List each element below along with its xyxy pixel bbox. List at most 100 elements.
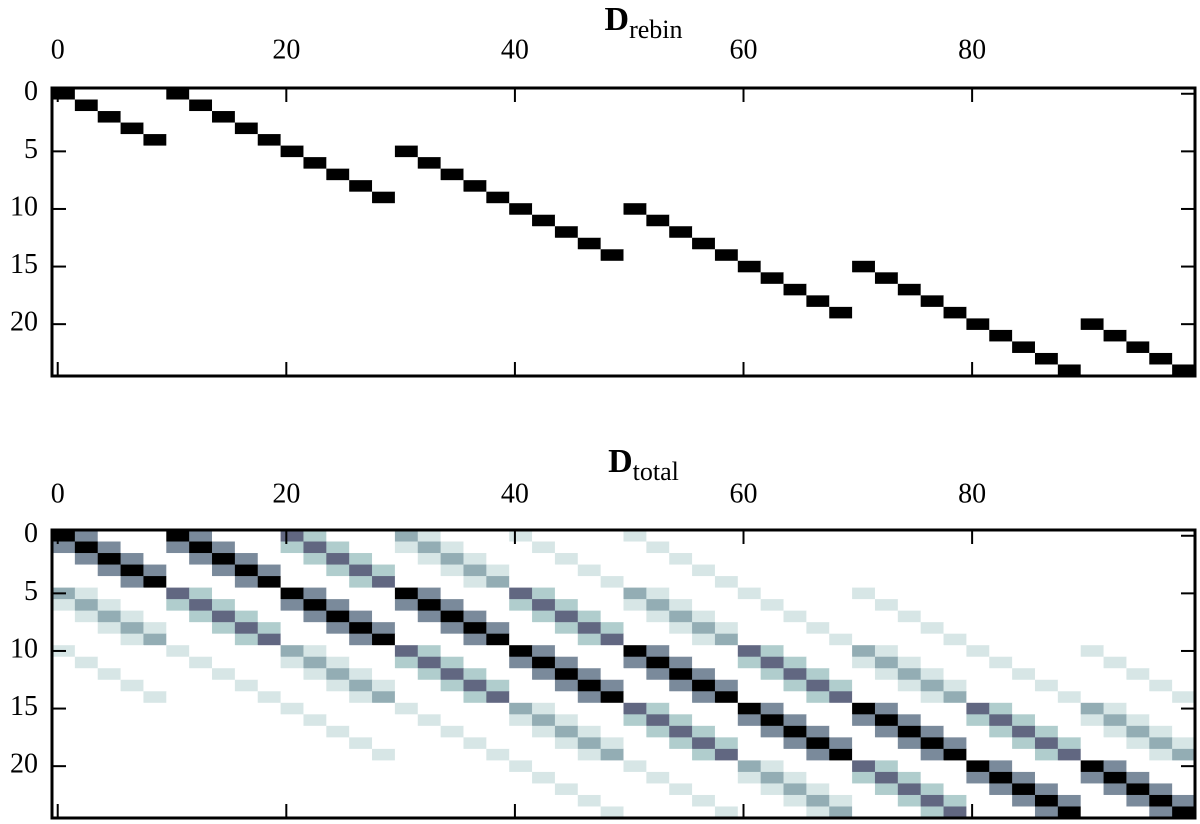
cell bbox=[943, 633, 967, 646]
cell bbox=[714, 318, 739, 331]
cell bbox=[669, 180, 693, 193]
cell bbox=[806, 794, 830, 807]
cell bbox=[737, 364, 762, 377]
cell bbox=[806, 122, 830, 135]
cell bbox=[966, 668, 990, 681]
cell bbox=[326, 191, 350, 204]
cell bbox=[417, 645, 442, 658]
cell bbox=[760, 203, 784, 216]
cell bbox=[737, 306, 762, 319]
cell bbox=[486, 691, 510, 704]
cell bbox=[417, 530, 442, 542]
cell bbox=[234, 111, 259, 123]
cell bbox=[623, 576, 647, 588]
cell bbox=[874, 329, 899, 342]
cell bbox=[577, 714, 602, 727]
cell bbox=[394, 656, 419, 669]
cell bbox=[143, 157, 167, 170]
cell bbox=[783, 725, 807, 738]
cell bbox=[577, 145, 602, 158]
cell bbox=[920, 633, 944, 646]
cell bbox=[989, 691, 1013, 704]
cell bbox=[897, 191, 922, 204]
cell bbox=[554, 748, 579, 761]
cell bbox=[623, 168, 647, 181]
cell bbox=[463, 530, 487, 542]
cell bbox=[120, 691, 144, 704]
cell bbox=[349, 111, 373, 123]
cell bbox=[966, 214, 990, 227]
cell bbox=[692, 237, 716, 250]
cell bbox=[1149, 145, 1173, 158]
cell bbox=[394, 226, 419, 239]
cell bbox=[486, 157, 510, 170]
cell bbox=[554, 260, 579, 273]
cell bbox=[714, 88, 739, 100]
cell bbox=[280, 341, 304, 354]
cell bbox=[623, 553, 647, 565]
cell bbox=[577, 610, 602, 623]
cell bbox=[234, 530, 259, 542]
cell bbox=[714, 760, 739, 773]
cell bbox=[783, 783, 807, 796]
cell bbox=[692, 564, 716, 577]
cell bbox=[212, 226, 236, 239]
cell bbox=[600, 714, 624, 727]
cell bbox=[463, 679, 487, 692]
cell bbox=[897, 691, 922, 704]
cell bbox=[74, 564, 99, 577]
cell bbox=[1080, 318, 1104, 331]
cell bbox=[303, 679, 327, 692]
cell bbox=[372, 794, 396, 807]
cell bbox=[417, 714, 442, 727]
cell bbox=[120, 587, 144, 600]
cell bbox=[303, 806, 327, 819]
cell bbox=[714, 145, 739, 158]
cell bbox=[257, 203, 281, 216]
cell bbox=[143, 599, 167, 612]
cell bbox=[600, 214, 624, 227]
cell bbox=[532, 283, 556, 296]
cell bbox=[212, 748, 236, 761]
cell bbox=[120, 249, 144, 262]
cell bbox=[623, 702, 647, 715]
cell bbox=[509, 668, 533, 681]
cell bbox=[1103, 610, 1127, 623]
cell bbox=[189, 645, 213, 658]
cell bbox=[783, 226, 807, 239]
cell bbox=[600, 725, 624, 738]
cell bbox=[166, 99, 190, 112]
cell bbox=[1012, 564, 1036, 577]
cell bbox=[897, 679, 922, 692]
cell bbox=[143, 748, 167, 761]
cell bbox=[829, 714, 853, 727]
cell bbox=[897, 111, 922, 123]
cell bbox=[554, 541, 579, 554]
cell bbox=[486, 145, 510, 158]
cell bbox=[394, 702, 419, 715]
cell bbox=[897, 364, 922, 377]
cell bbox=[737, 645, 762, 658]
cell bbox=[440, 564, 464, 577]
cell bbox=[1080, 226, 1104, 239]
cell bbox=[874, 249, 899, 262]
cell bbox=[806, 576, 830, 588]
cell bbox=[372, 725, 396, 738]
cell bbox=[852, 168, 876, 181]
cell bbox=[234, 622, 259, 635]
cell bbox=[829, 88, 853, 100]
cell bbox=[783, 283, 807, 296]
cell bbox=[143, 530, 167, 542]
cell bbox=[874, 576, 899, 588]
cell bbox=[623, 191, 647, 204]
cell bbox=[1172, 364, 1196, 377]
cell bbox=[1149, 237, 1173, 250]
cell bbox=[303, 306, 327, 319]
cell bbox=[966, 295, 990, 308]
cell bbox=[783, 168, 807, 181]
cell bbox=[692, 530, 716, 542]
cell bbox=[600, 633, 624, 646]
cell bbox=[166, 341, 190, 354]
cell bbox=[372, 806, 396, 819]
cell bbox=[600, 168, 624, 181]
